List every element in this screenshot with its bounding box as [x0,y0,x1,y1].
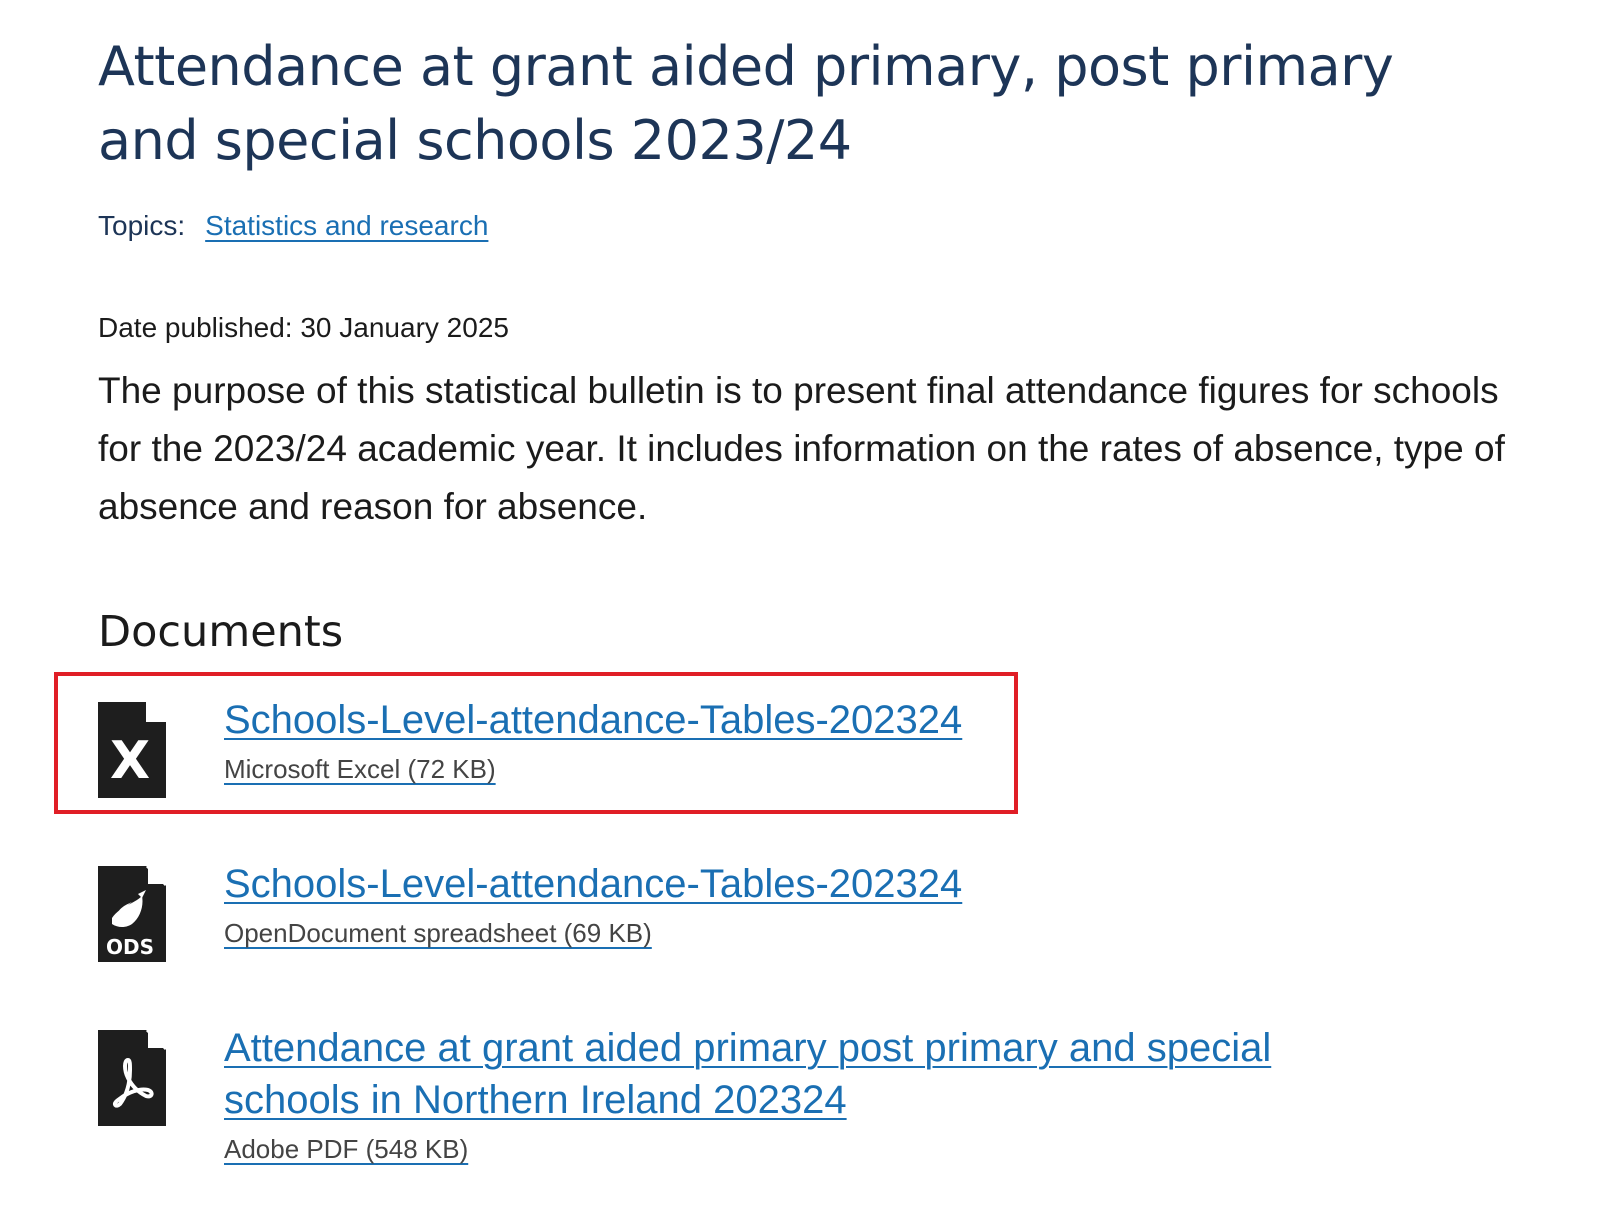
document-meta: Adobe PDF (548 KB) [224,1134,469,1164]
ods-icon-label: ODS [106,935,154,959]
date-published: Date published: 30 January 2025 [98,312,509,343]
documents-list: X Schools-Level-attendance-Tables-202324… [54,672,1538,1168]
document-item-ods: ODS Schools-Level-attendance-Tables-2023… [98,858,1538,962]
page-content: Attendance at grant aided primary, post … [54,30,1538,1228]
topics-label: Topics: [98,210,186,241]
summary-paragraph: The purpose of this statistical bulletin… [98,370,1505,527]
document-item-pdf: Attendance at grant aided primary post p… [98,1022,1538,1168]
topics-row: Topics: Statistics and research [98,206,1538,246]
document-text: Schools-Level-attendance-Tables-202324 O… [224,858,1334,952]
documents-heading: Documents [98,607,344,657]
document-text: Attendance at grant aided primary post p… [224,1022,1334,1168]
svg-text:X: X [110,731,150,791]
document-meta: OpenDocument spreadsheet (69 KB) [224,918,652,948]
document-text: Schools-Level-attendance-Tables-202324 M… [224,694,1334,788]
document-link[interactable]: Schools-Level-attendance-Tables-202324 [224,862,963,906]
document-link[interactable]: Schools-Level-attendance-Tables-202324 [224,698,963,742]
document-item-excel: X Schools-Level-attendance-Tables-202324… [54,672,1538,814]
document-meta: Microsoft Excel (72 KB) [224,754,496,784]
topic-link-statistics[interactable]: Statistics and research [205,210,489,241]
excel-file-icon: X [98,702,166,798]
pdf-file-icon [98,1030,166,1126]
ods-file-icon: ODS [98,866,166,962]
document-link[interactable]: Attendance at grant aided primary post p… [224,1026,1272,1122]
page-title: Attendance at grant aided primary, post … [98,35,1394,172]
